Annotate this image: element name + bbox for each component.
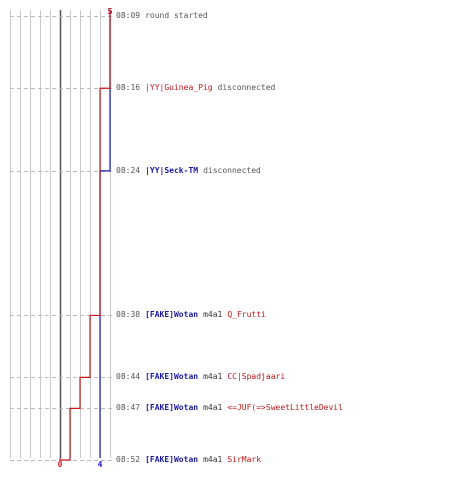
event-msg: round started [145, 11, 208, 20]
event-msg: disconnected [217, 83, 276, 92]
event-weapon: m4a1 [203, 310, 223, 319]
event-weapon: m4a1 [203, 403, 223, 412]
event-player-red: |YY|Guinea_Pig [145, 83, 213, 92]
red-start-label: 5 [108, 7, 113, 16]
event-row: 08:16 |YY|Guinea_Pig disconnected [116, 82, 280, 94]
blue-end-label: 4 [98, 460, 103, 469]
event-row: 08:44 [FAKE]Wotan m4a1 CC|Spadjaari [116, 371, 290, 383]
event-time: 08:38 [116, 310, 141, 319]
blue-start-label: 5 [108, 7, 113, 16]
event-player-red: CC|Spadjaari [227, 372, 286, 381]
event-time: 08:09 [116, 11, 141, 20]
event-row: 08:38 [FAKE]Wotan m4a1 Q_Frutti [116, 309, 271, 321]
team-lines [59, 10, 111, 461]
event-player-red: <=JUF(=>SweetLittleDevil [227, 403, 343, 412]
event-player-blue: [FAKE]Wotan [145, 403, 199, 412]
event-time: 08:16 [116, 83, 141, 92]
event-player-blue: [FAKE]Wotan [145, 372, 199, 381]
event-msg: disconnected [203, 166, 261, 175]
event-time: 08:47 [116, 403, 141, 412]
event-player-blue: [FAKE]Wotan [145, 310, 199, 319]
event-row: 08:52 [FAKE]Wotan m4a1 SirMark [116, 454, 266, 466]
event-player-red: Q_Frutti [227, 310, 266, 319]
event-row: 08:24 |YY|Seck-TM disconnected [116, 165, 266, 177]
event-player-blue: [FAKE]Wotan [145, 455, 199, 464]
event-player-red: SirMark [227, 455, 262, 464]
event-player-blue: |YY|Seck-TM [145, 166, 199, 175]
blue-team-line [99, 10, 111, 458]
event-weapon: m4a1 [203, 455, 223, 464]
red-team-line [59, 10, 111, 461]
event-row: 08:09 round started [116, 10, 213, 22]
chart-grid [10, 10, 111, 458]
event-weapon: m4a1 [203, 372, 223, 381]
event-time: 08:44 [116, 372, 141, 381]
event-time: 08:52 [116, 455, 141, 464]
red-end-label: 0 [58, 460, 63, 469]
event-time: 08:24 [116, 166, 141, 175]
event-row: 08:47 [FAKE]Wotan m4a1 <=JUF(=>SweetLittleD… [116, 402, 348, 414]
